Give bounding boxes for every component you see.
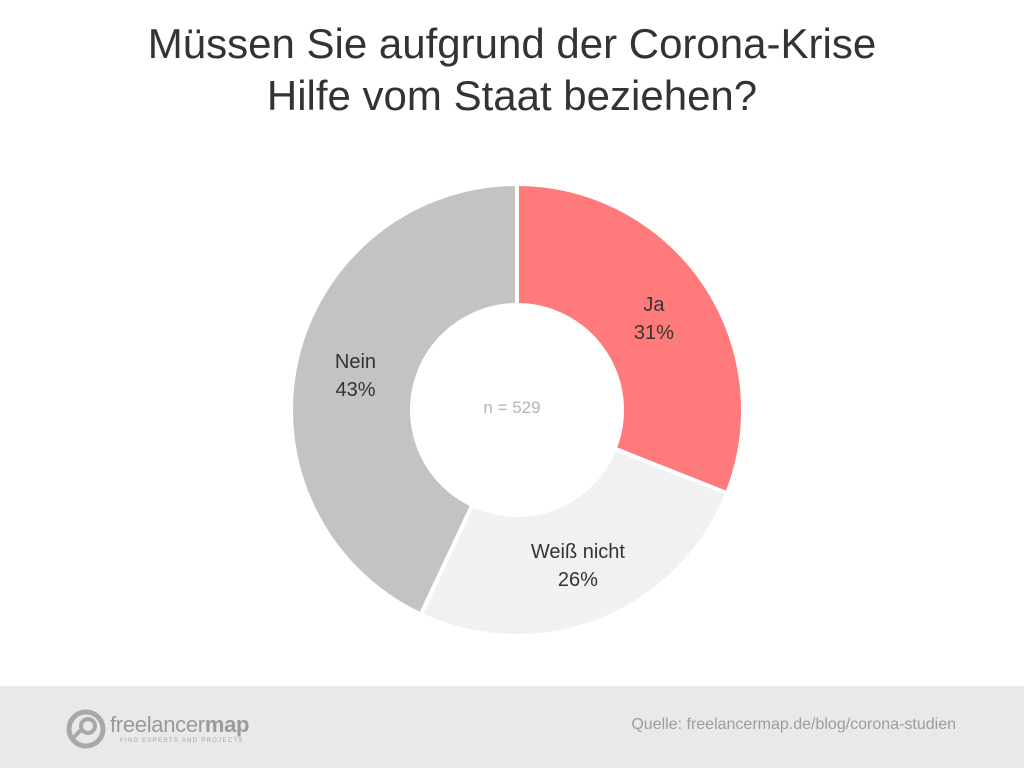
chart-title: Müssen Sie aufgrund der Corona-Krise Hil… — [0, 18, 1024, 122]
slice-category-weiss-nicht: Weiß nicht — [531, 541, 626, 563]
footer-bar: freelancermap FIND EXPERTS AND PROJECTS … — [0, 686, 1024, 768]
donut-slices — [289, 181, 745, 638]
logo-word-light: freelancer — [110, 712, 205, 737]
slice-nein — [289, 181, 519, 618]
sample-size-label: n = 529 — [483, 398, 540, 417]
slice-category-nein: Nein — [335, 351, 376, 373]
slice-percent-ja: 31% — [634, 322, 674, 344]
chart-title-line-2: Hilfe vom Staat beziehen? — [266, 72, 758, 119]
slice-label-nein: Nein 43% — [335, 351, 376, 401]
slice-percent-weiss-nicht: 26% — [558, 569, 598, 591]
slice-weiss-nicht — [418, 446, 730, 638]
slice-percent-nein: 43% — [335, 379, 375, 401]
logo-word-bold: map — [204, 712, 250, 737]
logo-icon — [66, 709, 106, 749]
source-credit: Quelle: freelancermap.de/blog/corona-stu… — [631, 716, 956, 733]
freelancermap-logo: freelancermap FIND EXPERTS AND PROJECTS — [66, 706, 249, 752]
slice-ja — [515, 181, 745, 496]
chart-title-line-1: Müssen Sie aufgrund der Corona-Krise — [147, 20, 877, 67]
logo-tagline: FIND EXPERTS AND PROJECTS — [120, 738, 244, 744]
slice-labels: Ja 31% Weiß nicht 26% Nein 43% — [335, 294, 674, 591]
slice-label-ja: Ja 31% — [634, 294, 674, 344]
slice-label-weiss-nicht: Weiß nicht 26% — [531, 541, 626, 591]
logo-wordmark: freelancermap — [110, 714, 249, 736]
slice-category-ja: Ja — [643, 294, 665, 316]
